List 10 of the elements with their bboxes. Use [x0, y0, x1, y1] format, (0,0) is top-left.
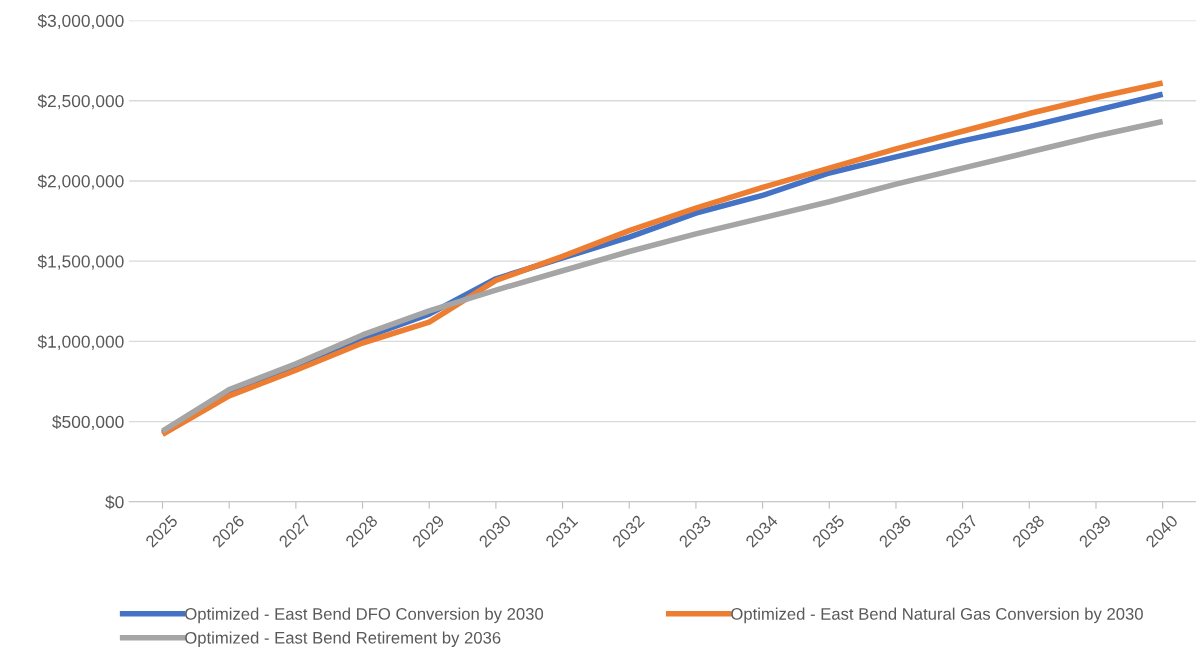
- y-tick-label: $2,500,000: [37, 94, 124, 110]
- y-tick-label: $1,000,000: [37, 334, 124, 350]
- y-tick-label: $3,000,000: [37, 13, 124, 30]
- legend-label: Optimized - East Bend DFO Conversion by 2030: [185, 607, 544, 624]
- legend-label: Optimized - East Bend Natural Gas Conversion by 2030: [731, 607, 1143, 624]
- y-tick-label: $2,000,000: [37, 174, 124, 190]
- y-tick-label: $1,500,000: [37, 254, 124, 270]
- legend-label: Optimized - East Bend Retirement by 2036: [185, 631, 501, 647]
- y-tick-label: $500,000: [52, 415, 124, 431]
- y-tick-label: $0: [105, 495, 124, 510]
